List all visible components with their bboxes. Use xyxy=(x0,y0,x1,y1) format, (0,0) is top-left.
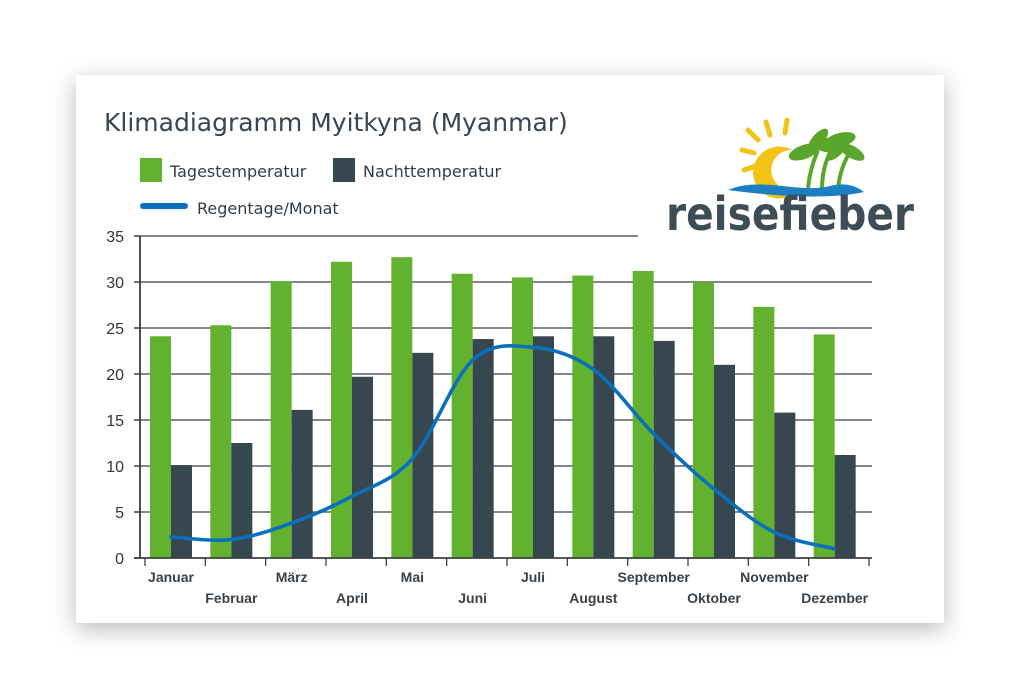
bar-night xyxy=(774,412,796,558)
y-tick-label: 0 xyxy=(115,551,124,568)
bar-day xyxy=(572,275,594,558)
logo-text: reisefieber xyxy=(666,187,914,241)
bar-night xyxy=(291,409,313,558)
x-tick-label: Dezember xyxy=(801,590,868,606)
bar-night xyxy=(714,364,735,558)
bar-day xyxy=(813,334,835,558)
bar-day xyxy=(391,257,413,558)
bar-day xyxy=(512,277,533,558)
chart-title: Klimadiagramm Myitkyna (Myanmar) xyxy=(104,108,568,137)
axes xyxy=(134,235,872,566)
legend-swatch-rain xyxy=(140,203,188,209)
legend-label-rain: Regentage/Monat xyxy=(197,199,339,218)
y-tick-label: 20 xyxy=(106,367,124,384)
bar-night xyxy=(352,376,373,558)
bar-night xyxy=(171,465,192,558)
bar-night xyxy=(412,352,434,558)
x-tick-label: Januar xyxy=(148,569,194,585)
y-tick-label: 35 xyxy=(106,229,124,246)
bar-day xyxy=(451,273,473,558)
x-tick-label: Oktober xyxy=(687,590,741,606)
bar-day xyxy=(150,336,171,558)
legend-label-night: Nachttemperatur xyxy=(363,162,502,181)
x-tick-label: Juni xyxy=(458,590,487,606)
bar-day xyxy=(270,281,292,558)
y-tick-label: 30 xyxy=(106,275,124,292)
bars xyxy=(150,257,856,558)
legend-label-day: Tagestemperatur xyxy=(170,162,307,181)
y-tick-label: 15 xyxy=(106,413,124,430)
bar-night xyxy=(533,336,554,558)
y-tick-label: 5 xyxy=(115,505,124,522)
bar-night xyxy=(834,454,856,558)
rain-line-path xyxy=(169,344,837,551)
sun-palm-logo-icon xyxy=(728,117,865,199)
x-tick-label: Mai xyxy=(401,569,424,585)
legend-swatch-night xyxy=(333,158,355,182)
bar-night xyxy=(231,443,253,558)
x-tick-label: November xyxy=(740,569,809,585)
x-tick-label: August xyxy=(569,590,618,606)
bar-day xyxy=(693,282,714,558)
x-tick-label: September xyxy=(617,569,690,585)
bar-night xyxy=(653,340,675,558)
bar-day xyxy=(331,261,352,558)
rain-line xyxy=(169,344,837,551)
bar-day xyxy=(210,325,232,558)
x-tick-label: März xyxy=(276,569,308,585)
grid-lines xyxy=(140,235,872,513)
y-tick-label: 10 xyxy=(106,459,124,476)
bar-day xyxy=(632,270,654,558)
x-tick-label: Februar xyxy=(205,590,258,606)
bar-night xyxy=(593,336,615,558)
y-tick-label: 25 xyxy=(106,321,124,338)
legend-swatch-day xyxy=(140,158,162,182)
bar-day xyxy=(753,306,775,558)
bar-night xyxy=(472,339,494,558)
x-tick-labels: Januar Februar März April Mai Juni Juli August S… xyxy=(148,569,869,606)
x-tick-label: April xyxy=(336,590,368,606)
y-tick-labels: 0 5 10 15 20 25 30 35 xyxy=(106,229,124,568)
x-tick-label: Juli xyxy=(521,569,545,585)
